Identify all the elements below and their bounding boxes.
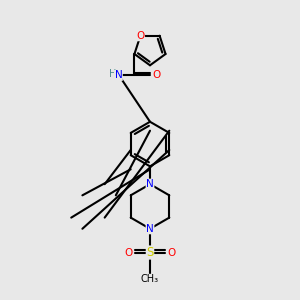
Text: O: O (168, 248, 176, 257)
Text: CH₃: CH₃ (141, 274, 159, 284)
Text: O: O (136, 31, 145, 41)
Text: O: O (124, 248, 132, 257)
Text: H: H (110, 69, 117, 79)
Text: S: S (146, 246, 154, 259)
Text: N: N (146, 224, 154, 234)
Text: O: O (152, 70, 160, 80)
Text: N: N (146, 179, 154, 189)
Text: N: N (115, 70, 122, 80)
